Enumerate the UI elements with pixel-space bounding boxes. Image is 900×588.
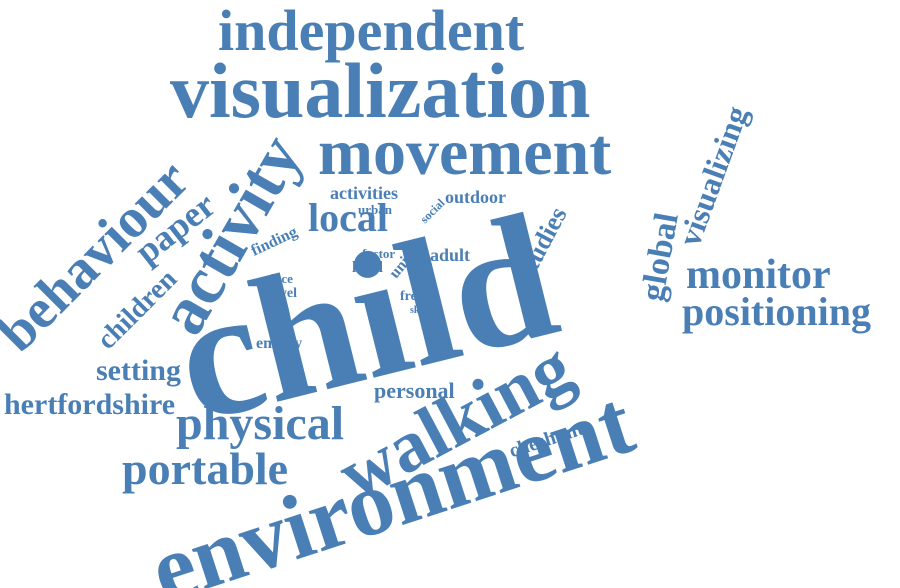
word-visualization: visualization xyxy=(170,47,591,134)
word-independent: independent xyxy=(218,0,525,63)
word-global: global xyxy=(633,209,686,304)
word-monitor: monitor xyxy=(686,252,831,298)
word-level: level xyxy=(352,259,384,276)
word-place: place xyxy=(264,271,293,286)
word-portable: portable xyxy=(122,443,289,494)
word-adult: adult xyxy=(430,245,471,265)
word-travel: travel xyxy=(262,286,297,301)
word-energy: energy xyxy=(256,335,303,352)
word-hertfordshire: hertfordshire xyxy=(4,388,176,421)
word-free: free xyxy=(400,289,424,304)
word-urban: urban xyxy=(358,202,392,217)
word-outdoor: outdoor xyxy=(445,187,507,207)
word-local: local xyxy=(308,195,388,240)
word-activities: activities xyxy=(330,183,398,203)
word-positioning: positioning xyxy=(682,289,871,334)
word-factor: factor xyxy=(362,246,396,261)
word-movement: movement xyxy=(318,116,612,189)
word-personal: personal xyxy=(374,378,455,403)
word-visualizing: visualizing xyxy=(671,101,755,251)
word-skill: skill xyxy=(410,305,428,316)
word-physical: physical xyxy=(176,397,345,450)
word-setting: setting xyxy=(96,354,181,387)
